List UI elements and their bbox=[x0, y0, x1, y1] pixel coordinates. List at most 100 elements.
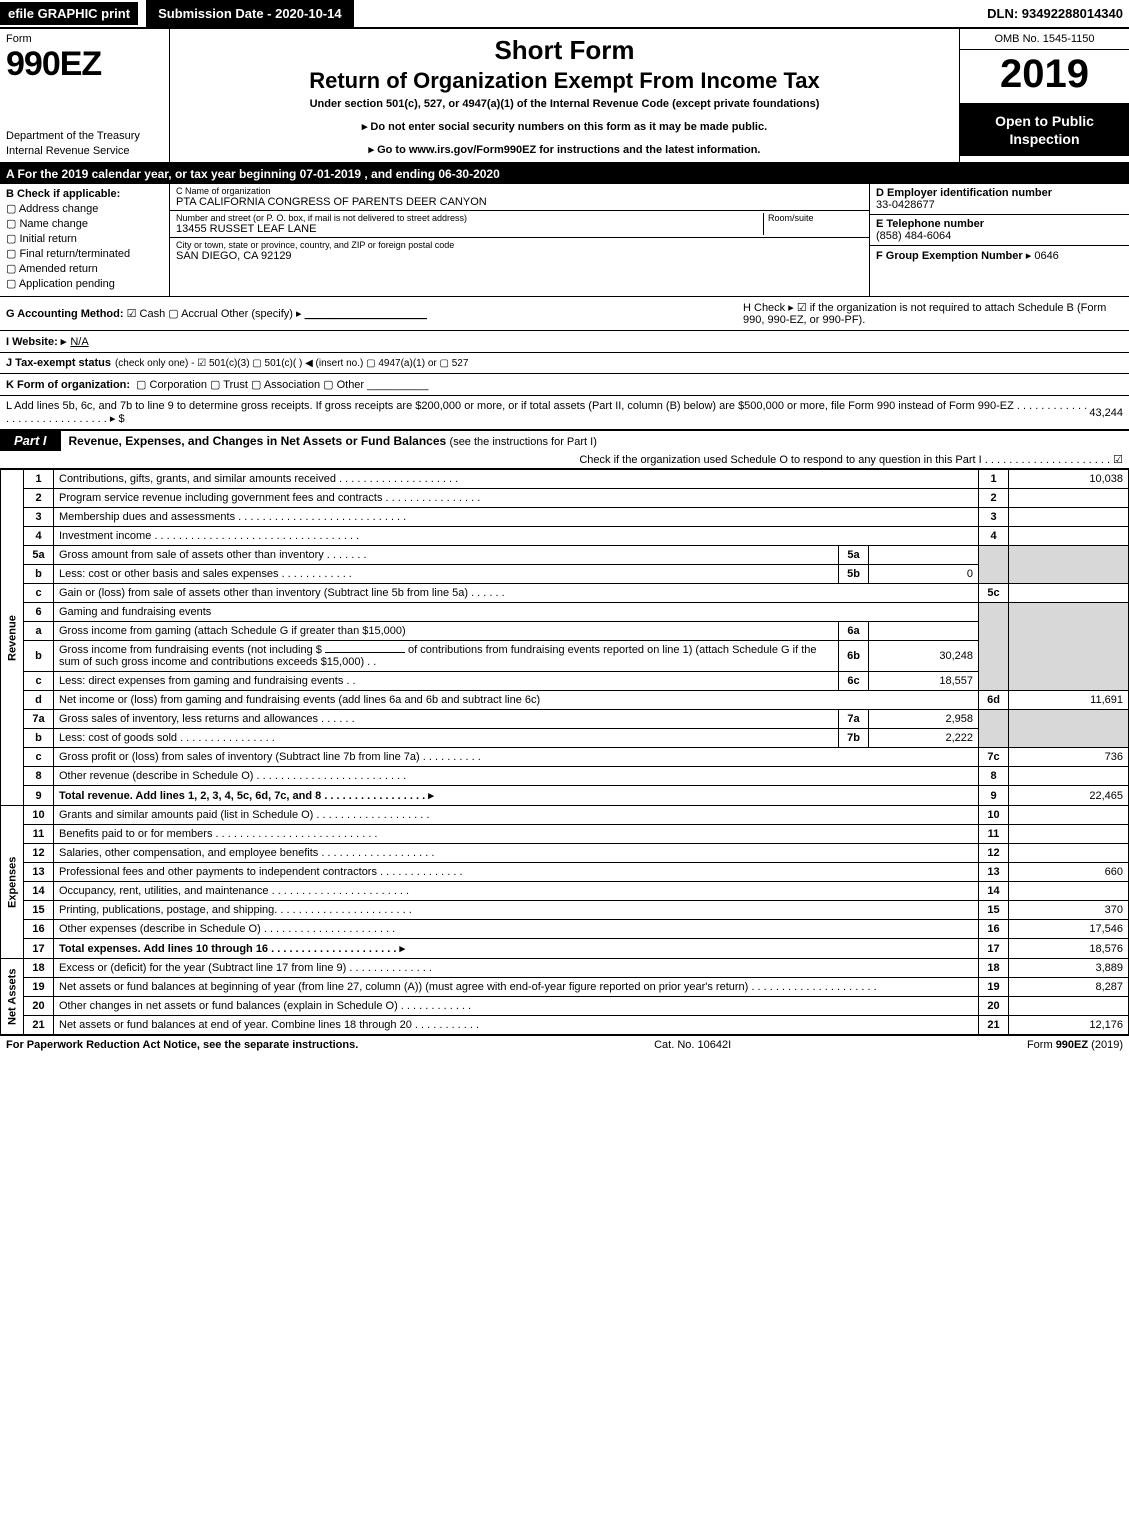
goto-link[interactable]: ▸ Go to www.irs.gov/Form990EZ for instru… bbox=[180, 143, 949, 156]
l7b-n: b bbox=[24, 729, 54, 748]
l6-grey-amt bbox=[1009, 603, 1129, 691]
row-i: I Website: ▸ N/A bbox=[0, 331, 1129, 353]
line-10: Expenses 10 Grants and similar amounts p… bbox=[1, 806, 1129, 825]
l20-num: 20 bbox=[979, 997, 1009, 1016]
l16-n: 16 bbox=[24, 920, 54, 939]
period-row: A For the 2019 calendar year, or tax yea… bbox=[0, 164, 1129, 184]
website-label: I Website: ▸ bbox=[6, 335, 66, 348]
form-of-org-opts[interactable]: ▢ Corporation ▢ Trust ▢ Association ▢ Ot… bbox=[136, 378, 428, 391]
l5ab-grey bbox=[979, 546, 1009, 584]
l12-n: 12 bbox=[24, 844, 54, 863]
tax-exempt-opts[interactable]: (check only one) - ☑ 501(c)(3) ▢ 501(c)(… bbox=[115, 358, 468, 369]
l6c-sl: 6c bbox=[839, 672, 869, 691]
form-number: 990EZ bbox=[6, 45, 163, 84]
line-21: 21 Net assets or fund balances at end of… bbox=[1, 1016, 1129, 1035]
chk-application-pending[interactable]: ▢ Application pending bbox=[6, 277, 163, 290]
l7c-desc: Gross profit or (loss) from sales of inv… bbox=[54, 748, 979, 767]
l1-desc: Contributions, gifts, grants, and simila… bbox=[54, 470, 979, 489]
l2-n: 2 bbox=[24, 489, 54, 508]
group-exemption-label: F Group Exemption Number bbox=[876, 250, 1023, 262]
chk-initial-return[interactable]: ▢ Initial return bbox=[6, 232, 163, 245]
website-value: N/A bbox=[70, 336, 88, 348]
l15-desc: Printing, publications, postage, and shi… bbox=[54, 901, 979, 920]
chk-amended-return[interactable]: ▢ Amended return bbox=[6, 262, 163, 275]
l20-amt bbox=[1009, 997, 1129, 1016]
l4-desc: Investment income . . . . . . . . . . . … bbox=[54, 527, 979, 546]
form-right-block: OMB No. 1545-1150 2019 Open to Public In… bbox=[959, 29, 1129, 162]
l10-n: 10 bbox=[24, 806, 54, 825]
tax-year: 2019 bbox=[960, 50, 1129, 104]
efile-print-label[interactable]: efile GRAPHIC print bbox=[0, 2, 138, 25]
l5a-sv bbox=[869, 546, 979, 565]
line-7a: 7a Gross sales of inventory, less return… bbox=[1, 710, 1129, 729]
top-bar: efile GRAPHIC print Submission Date - 20… bbox=[0, 0, 1129, 29]
l2-amt bbox=[1009, 489, 1129, 508]
l9-desc: Total revenue. Add lines 1, 2, 3, 4, 5c,… bbox=[54, 786, 979, 806]
l16-num: 16 bbox=[979, 920, 1009, 939]
accounting-method-blank: ____________________ bbox=[305, 308, 427, 320]
submission-date: Submission Date - 2020-10-14 bbox=[146, 0, 354, 27]
accounting-method-opts[interactable]: ☑ Cash ▢ Accrual Other (specify) ▸ bbox=[127, 308, 302, 320]
l8-desc: Other revenue (describe in Schedule O) .… bbox=[54, 767, 979, 786]
row-h[interactable]: H Check ▸ ☑ if the organization is not r… bbox=[743, 301, 1123, 326]
lines-table: Revenue 1 Contributions, gifts, grants, … bbox=[0, 469, 1129, 1035]
department-block: Department of the Treasury Internal Reve… bbox=[6, 129, 163, 158]
l3-amt bbox=[1009, 508, 1129, 527]
row-g: G Accounting Method: ☑ Cash ▢ Accrual Ot… bbox=[6, 307, 427, 320]
l16-amt: 17,546 bbox=[1009, 920, 1129, 939]
line-7c: c Gross profit or (loss) from sales of i… bbox=[1, 748, 1129, 767]
chk-final-return[interactable]: ▢ Final return/terminated bbox=[6, 247, 163, 260]
l13-num: 13 bbox=[979, 863, 1009, 882]
line-3: 3 Membership dues and assessments . . . … bbox=[1, 508, 1129, 527]
form-title-block: Short Form Return of Organization Exempt… bbox=[170, 29, 959, 162]
city-row: City or town, state or province, country… bbox=[170, 238, 869, 264]
l15-num: 15 bbox=[979, 901, 1009, 920]
line-12: 12 Salaries, other compensation, and emp… bbox=[1, 844, 1129, 863]
l1-amt: 10,038 bbox=[1009, 470, 1129, 489]
l6-n: 6 bbox=[24, 603, 54, 622]
return-title: Return of Organization Exempt From Incom… bbox=[180, 68, 949, 94]
l5b-sv: 0 bbox=[869, 565, 979, 584]
footer-center: Cat. No. 10642I bbox=[654, 1039, 731, 1051]
l17-n: 17 bbox=[24, 939, 54, 959]
phone-row: E Telephone number (858) 484-6064 bbox=[870, 215, 1129, 246]
part-i-check-o[interactable]: Check if the organization used Schedule … bbox=[0, 451, 1129, 469]
l6a-sv bbox=[869, 622, 979, 641]
city-value: SAN DIEGO, CA 92129 bbox=[176, 250, 863, 262]
line-17: 17 Total expenses. Add lines 10 through … bbox=[1, 939, 1129, 959]
l11-amt bbox=[1009, 825, 1129, 844]
l6d-n: d bbox=[24, 691, 54, 710]
l10-amt bbox=[1009, 806, 1129, 825]
l5c-desc: Gain or (loss) from sale of assets other… bbox=[54, 584, 979, 603]
l6b-desc: Gross income from fundraising events (no… bbox=[54, 641, 839, 672]
row-k: K Form of organization: ▢ Corporation ▢ … bbox=[0, 374, 1129, 396]
chk-name-change[interactable]: ▢ Name change bbox=[6, 217, 163, 230]
part-i-header: Part I Revenue, Expenses, and Changes in… bbox=[0, 430, 1129, 451]
line-6c: c Less: direct expenses from gaming and … bbox=[1, 672, 1129, 691]
ssn-warning: ▸ Do not enter social security numbers o… bbox=[180, 120, 949, 133]
city-label: City or town, state or province, country… bbox=[176, 240, 863, 250]
ein-value: 33-0428677 bbox=[876, 199, 1123, 211]
chk-address-change[interactable]: ▢ Address change bbox=[6, 202, 163, 215]
l10-desc: Grants and similar amounts paid (list in… bbox=[54, 806, 979, 825]
line-8: 8 Other revenue (describe in Schedule O)… bbox=[1, 767, 1129, 786]
l21-num: 21 bbox=[979, 1016, 1009, 1035]
dln-number: DLN: 93492288014340 bbox=[987, 6, 1129, 21]
ein-label: D Employer identification number bbox=[876, 187, 1123, 199]
l14-n: 14 bbox=[24, 882, 54, 901]
line-7b: b Less: cost of goods sold . . . . . . .… bbox=[1, 729, 1129, 748]
l20-n: 20 bbox=[24, 997, 54, 1016]
side-revenue: Revenue bbox=[1, 470, 24, 806]
l17-desc: Total expenses. Add lines 10 through 16 … bbox=[54, 939, 979, 959]
l6b-sl: 6b bbox=[839, 641, 869, 672]
line-1: Revenue 1 Contributions, gifts, grants, … bbox=[1, 470, 1129, 489]
line-16: 16 Other expenses (describe in Schedule … bbox=[1, 920, 1129, 939]
side-expenses: Expenses bbox=[1, 806, 24, 959]
info-grid: B Check if applicable: ▢ Address change … bbox=[0, 184, 1129, 297]
l7ab-grey bbox=[979, 710, 1009, 748]
row-l-text: L Add lines 5b, 6c, and 7b to line 9 to … bbox=[6, 400, 1087, 425]
l9-amt: 22,465 bbox=[1009, 786, 1129, 806]
l20-desc: Other changes in net assets or fund bala… bbox=[54, 997, 979, 1016]
section-b: B Check if applicable: ▢ Address change … bbox=[0, 184, 170, 296]
l3-desc: Membership dues and assessments . . . . … bbox=[54, 508, 979, 527]
